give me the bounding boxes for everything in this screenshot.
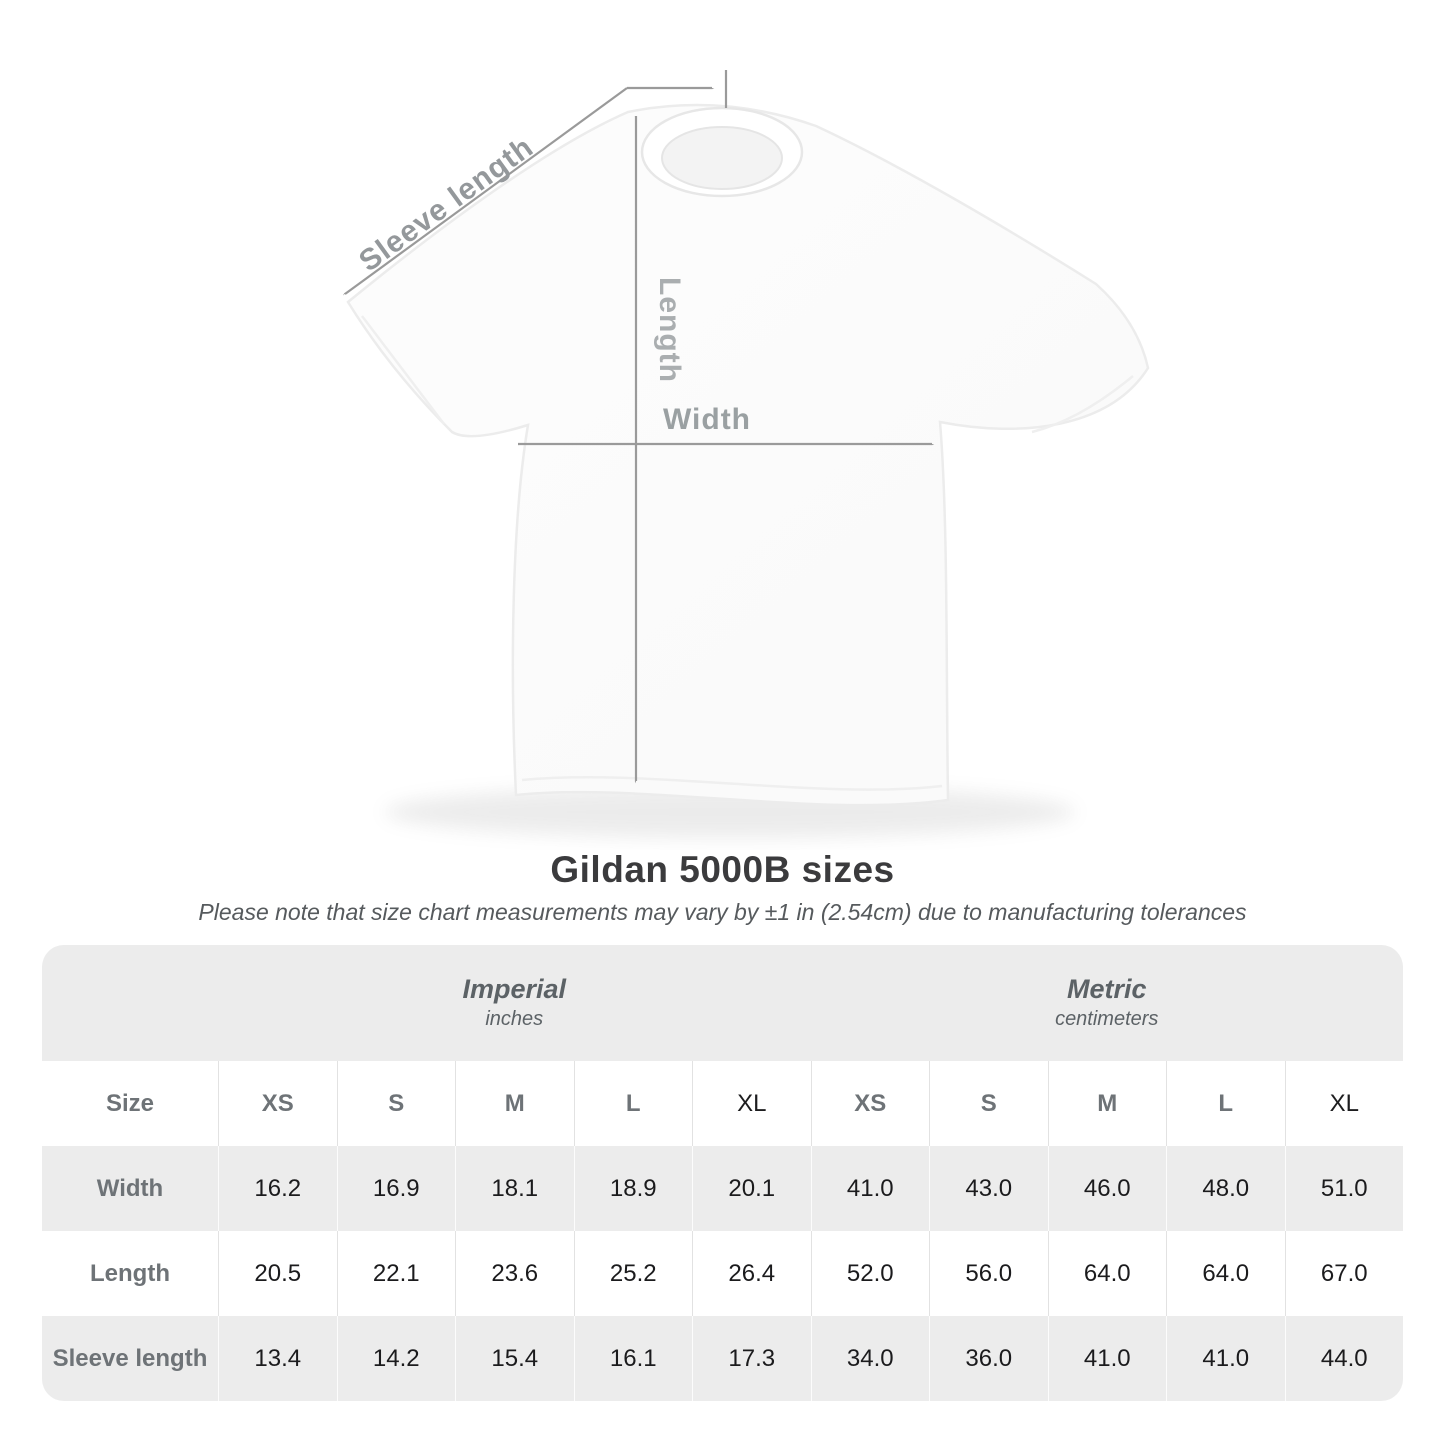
- value-cell: 18.9: [573, 1146, 693, 1231]
- size-header-imperial-s: S: [336, 1061, 456, 1146]
- value-cell: 26.4: [692, 1231, 811, 1316]
- right-cuff-seam: [1031, 375, 1134, 434]
- value-cell: 48.0: [1166, 1146, 1285, 1231]
- value-cell: 41.0: [810, 1146, 930, 1231]
- value-cell: 22.1: [336, 1231, 456, 1316]
- length-label: Length: [653, 277, 686, 383]
- unit-header-band: Imperial inches Metric centimeters: [42, 945, 1403, 1061]
- metric-header: Metric centimeters: [811, 945, 1404, 1061]
- value-cell: 16.2: [218, 1146, 337, 1231]
- left-cuff-seam: [361, 315, 445, 425]
- imperial-header: Imperial inches: [218, 945, 811, 1061]
- size-header-imperial-xl: XL: [692, 1061, 811, 1146]
- metric-title: Metric: [1066, 973, 1147, 1004]
- page-title: Gildan 5000B sizes: [550, 849, 895, 890]
- value-cell: 20.1: [692, 1146, 811, 1231]
- value-cell: 25.2: [573, 1231, 693, 1316]
- size-header-metric-xl: XL: [1284, 1061, 1404, 1146]
- value-cell: 16.1: [573, 1316, 693, 1401]
- table-row-sleeve-length: Sleeve length 13.4 14.2 15.4 16.1 17.3 3…: [42, 1316, 1403, 1401]
- size-header-row: Size XS S M L XL XS S M L XL: [42, 1061, 1403, 1146]
- value-cell: 13.4: [218, 1316, 337, 1401]
- value-cell: 64.0: [1047, 1231, 1167, 1316]
- table-row-length: Length 20.5 22.1 23.6 25.2 26.4 52.0 56.…: [42, 1231, 1403, 1316]
- value-cell: 14.2: [336, 1316, 456, 1401]
- size-header-metric-s: S: [929, 1061, 1048, 1146]
- value-cell: 23.6: [455, 1231, 574, 1316]
- value-cell: 51.0: [1284, 1146, 1404, 1231]
- sleeve-length-arrow: [345, 87, 628, 294]
- size-header-imperial-m: M: [455, 1061, 574, 1146]
- value-cell: 52.0: [810, 1231, 930, 1316]
- value-cell: 20.5: [218, 1231, 337, 1316]
- size-column-header: Size: [105, 1089, 155, 1117]
- measurement-arrows: [345, 70, 932, 781]
- value-cell: 17.3: [692, 1316, 811, 1401]
- metric-subtitle: centimeters: [1055, 1008, 1159, 1031]
- width-label: Width: [663, 403, 751, 436]
- collar-opening: [661, 126, 783, 190]
- value-cell: 34.0: [810, 1316, 930, 1401]
- size-header-metric-m: M: [1047, 1061, 1167, 1146]
- row-label: Sleeve length: [52, 1344, 208, 1372]
- value-cell: 56.0: [929, 1231, 1048, 1316]
- page-subtitle: Please note that size chart measurements…: [198, 899, 1247, 925]
- size-header-imperial-l: L: [573, 1061, 693, 1146]
- tshirt-measurement-diagram: Sleeve length Length Width: [0, 70, 1150, 838]
- value-cell: 41.0: [1047, 1316, 1167, 1401]
- row-label: Length: [90, 1259, 170, 1287]
- imperial-subtitle: inches: [485, 1008, 544, 1031]
- value-cell: 64.0: [1166, 1231, 1285, 1316]
- value-cell: 16.9: [336, 1146, 456, 1231]
- value-cell: 15.4: [455, 1316, 574, 1401]
- size-header-imperial-xs: XS: [218, 1061, 337, 1146]
- size-header-metric-l: L: [1166, 1061, 1285, 1146]
- row-label: Width: [96, 1174, 164, 1202]
- value-cell: 46.0: [1047, 1146, 1167, 1231]
- size-chart-table: Imperial inches Metric centimeters Size …: [42, 945, 1403, 1401]
- value-cell: 36.0: [929, 1316, 1048, 1401]
- value-cell: 67.0: [1284, 1231, 1404, 1316]
- tshirt-diagram-svg: Sleeve length Length Width: [0, 70, 1150, 838]
- tshirt-illustration: [346, 103, 1150, 807]
- size-header-metric-xs: XS: [810, 1061, 930, 1146]
- band-spacer: [42, 945, 218, 1061]
- table-row-width: Width 16.2 16.9 18.1 18.9 20.1 41.0 43.0…: [42, 1146, 1403, 1231]
- value-cell: 44.0: [1284, 1316, 1404, 1401]
- value-cell: 41.0: [1166, 1316, 1285, 1401]
- value-cell: 18.1: [455, 1146, 574, 1231]
- hem-seam: [521, 776, 943, 791]
- imperial-title: Imperial: [462, 973, 567, 1004]
- value-cell: 43.0: [929, 1146, 1048, 1231]
